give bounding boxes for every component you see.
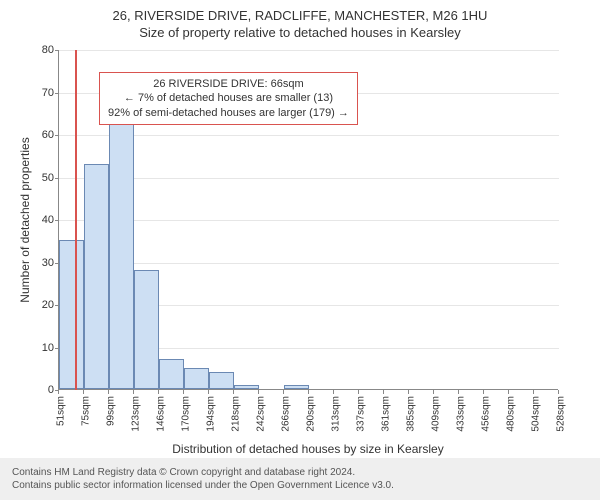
- xtick-mark: [383, 390, 384, 394]
- xtick-label: 218sqm: [231, 396, 242, 432]
- xtick-mark: [83, 390, 84, 394]
- xtick-mark: [458, 390, 459, 394]
- ytick-label: 50: [34, 172, 54, 184]
- xtick-label: 99sqm: [106, 396, 117, 426]
- plot-area: 26 RIVERSIDE DRIVE: 66sqm← 7% of detache…: [58, 50, 558, 390]
- grid-line: [59, 135, 559, 136]
- xtick-label: 51sqm: [56, 396, 67, 426]
- histogram-bar: [109, 104, 134, 389]
- histogram-bar: [184, 368, 209, 389]
- footer-attribution: Contains HM Land Registry data © Crown c…: [0, 458, 600, 500]
- ytick-label: 30: [34, 257, 54, 269]
- xtick-label: 480sqm: [506, 396, 517, 432]
- xtick-mark: [158, 390, 159, 394]
- xtick-mark: [483, 390, 484, 394]
- xtick-mark: [433, 390, 434, 394]
- xtick-label: 504sqm: [531, 396, 542, 432]
- xtick-mark: [58, 390, 59, 394]
- xtick-label: 528sqm: [556, 396, 567, 432]
- xtick-label: 170sqm: [181, 396, 192, 432]
- grid-line: [59, 220, 559, 221]
- histogram-bar: [284, 385, 309, 389]
- ytick-label: 10: [34, 342, 54, 354]
- ytick-mark: [55, 50, 59, 51]
- grid-line: [59, 263, 559, 264]
- annotation-box: 26 RIVERSIDE DRIVE: 66sqm← 7% of detache…: [99, 72, 358, 125]
- grid-line: [59, 178, 559, 179]
- ytick-mark: [55, 135, 59, 136]
- xtick-label: 361sqm: [381, 396, 392, 432]
- xtick-mark: [208, 390, 209, 394]
- ytick-label: 40: [34, 214, 54, 226]
- xtick-mark: [108, 390, 109, 394]
- xtick-mark: [283, 390, 284, 394]
- ytick-label: 60: [34, 129, 54, 141]
- xtick-mark: [533, 390, 534, 394]
- histogram-bar: [59, 240, 84, 389]
- y-axis-title: Number of detached properties: [18, 137, 32, 302]
- xtick-label: 385sqm: [406, 396, 417, 432]
- xtick-mark: [308, 390, 309, 394]
- xtick-mark: [358, 390, 359, 394]
- xtick-label: 313sqm: [331, 396, 342, 432]
- histogram-chart: Number of detached properties 26 RIVERSI…: [58, 50, 578, 430]
- histogram-bar: [134, 270, 159, 389]
- xtick-mark: [183, 390, 184, 394]
- xtick-mark: [258, 390, 259, 394]
- footer-line1: Contains HM Land Registry data © Crown c…: [12, 466, 588, 479]
- annotation-line: 92% of semi-detached houses are larger (…: [108, 106, 349, 120]
- xtick-label: 123sqm: [131, 396, 142, 432]
- page-title-line2: Size of property relative to detached ho…: [0, 23, 600, 40]
- xtick-label: 146sqm: [156, 396, 167, 432]
- annotation-line: ← 7% of detached houses are smaller (13): [108, 91, 349, 105]
- xtick-mark: [133, 390, 134, 394]
- xtick-mark: [508, 390, 509, 394]
- ytick-mark: [55, 220, 59, 221]
- ytick-label: 70: [34, 87, 54, 99]
- histogram-bar: [234, 385, 259, 389]
- xtick-label: 290sqm: [306, 396, 317, 432]
- xtick-mark: [333, 390, 334, 394]
- xtick-label: 194sqm: [206, 396, 217, 432]
- ytick-label: 80: [34, 44, 54, 56]
- xtick-label: 337sqm: [356, 396, 367, 432]
- xtick-label: 266sqm: [281, 396, 292, 432]
- page-title-line1: 26, RIVERSIDE DRIVE, RADCLIFFE, MANCHEST…: [0, 0, 600, 23]
- annotation-line: 26 RIVERSIDE DRIVE: 66sqm: [108, 77, 349, 91]
- xtick-mark: [558, 390, 559, 394]
- footer-line2: Contains public sector information licen…: [12, 479, 588, 492]
- property-marker-line: [75, 50, 77, 390]
- xtick-label: 409sqm: [431, 396, 442, 432]
- histogram-bar: [209, 372, 234, 389]
- xtick-label: 456sqm: [481, 396, 492, 432]
- grid-line: [59, 50, 559, 51]
- histogram-bar: [84, 164, 109, 389]
- xtick-mark: [233, 390, 234, 394]
- x-axis-title: Distribution of detached houses by size …: [58, 442, 558, 456]
- histogram-bar: [159, 359, 184, 389]
- xtick-label: 75sqm: [81, 396, 92, 426]
- xtick-mark: [408, 390, 409, 394]
- ytick-label: 0: [34, 384, 54, 396]
- xtick-label: 433sqm: [456, 396, 467, 432]
- ytick-mark: [55, 93, 59, 94]
- ytick-label: 20: [34, 299, 54, 311]
- xtick-label: 242sqm: [256, 396, 267, 432]
- ytick-mark: [55, 178, 59, 179]
